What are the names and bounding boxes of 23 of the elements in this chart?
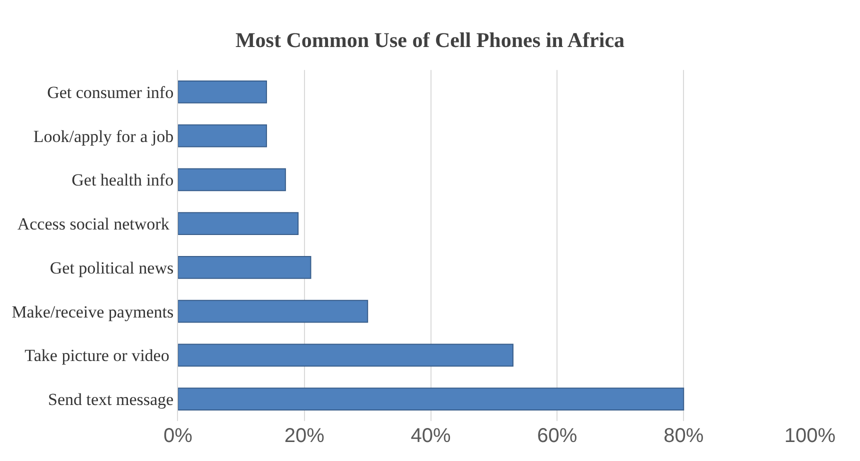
x-tick-label: 0%: [164, 425, 193, 447]
x-tick-label: 20%: [284, 425, 325, 447]
y-tick-label: Look/apply for a job: [33, 126, 174, 146]
bar: [178, 300, 368, 323]
bar: [178, 388, 684, 411]
y-tick-label: Get consumer info: [47, 82, 174, 102]
bar: [178, 124, 267, 148]
y-tick-label: Get political news: [50, 258, 174, 278]
chart-title: Most Common Use of Cell Phones in Africa: [235, 28, 626, 52]
y-tick-label: Take picture or video: [24, 346, 174, 366]
y-tick-label: Get health info: [72, 170, 174, 190]
bar: [178, 168, 286, 192]
x-tick-label: 40%: [410, 425, 452, 447]
bar: [178, 256, 312, 279]
x-tick-label: 80%: [664, 425, 704, 447]
y-tick-label: Send text message: [48, 390, 174, 410]
y-tick-label: Access social network: [17, 214, 174, 234]
x-tick-label: 100%: [784, 425, 836, 447]
bar: [178, 212, 299, 236]
x-tick-label: 60%: [537, 425, 578, 447]
bar: [178, 80, 267, 104]
bar: [178, 344, 514, 367]
y-tick-label: Make/receive payments: [12, 302, 174, 322]
